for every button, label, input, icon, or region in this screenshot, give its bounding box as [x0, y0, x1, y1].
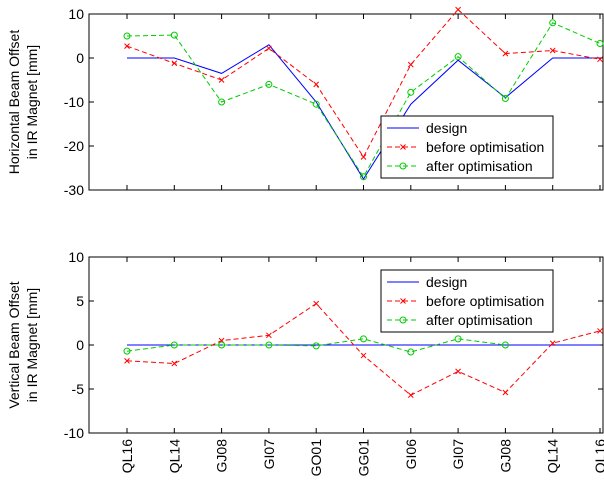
legend-marker	[400, 298, 406, 304]
data-point	[313, 81, 320, 88]
data-point	[549, 19, 557, 27]
data-point	[312, 100, 320, 108]
y-tick-label: 5	[76, 293, 84, 309]
data-point	[312, 342, 320, 350]
data-point	[454, 53, 462, 61]
series-3	[123, 19, 604, 181]
legend-marker	[400, 144, 406, 150]
legend: design before optimisation after optimisat…	[380, 269, 554, 333]
data-point	[170, 341, 178, 349]
y-tick-label: -30	[64, 182, 84, 198]
data-point	[265, 80, 273, 88]
legend: design before optimisation after optimisat…	[380, 115, 554, 179]
y-axis-label: Vertical Beam Offset	[6, 281, 22, 408]
data-point	[171, 60, 178, 67]
data-point	[123, 32, 131, 40]
legend-label: before optimisation	[426, 139, 544, 155]
data-point	[597, 328, 603, 334]
series-2	[124, 6, 603, 160]
data-point	[218, 341, 226, 349]
data-point	[124, 43, 130, 49]
legend-label: after optimisation	[426, 312, 533, 328]
data-point	[407, 61, 414, 68]
legend-box	[380, 115, 554, 179]
y-axis-label: in IR Magnet [mm]	[24, 288, 40, 402]
data-point	[171, 360, 178, 367]
x-tick-label: GI07	[261, 439, 277, 470]
y-axis-label: Horizontal Beam Offset	[6, 30, 22, 175]
y-tick-label: 10	[68, 6, 84, 22]
x-tick-label: QL16	[592, 439, 604, 473]
data-point	[454, 335, 462, 343]
x-tick-label: QL14	[166, 439, 182, 473]
series-line	[127, 44, 600, 180]
legend-marker	[399, 162, 407, 170]
data-point	[407, 348, 415, 356]
y-tick-label: -10	[64, 94, 84, 110]
data-point	[596, 39, 604, 47]
y-tick-label: -10	[64, 425, 84, 441]
legend-label: design	[426, 274, 467, 290]
series-1	[127, 44, 600, 180]
data-point	[266, 332, 272, 339]
x-tick-label: GG01	[356, 439, 372, 477]
data-point	[455, 6, 461, 13]
x-tick-label: QL14	[545, 439, 561, 473]
chart-panel-1: -30 -20 -10 0 10 Horizontal Beam Offset in IR …	[6, 6, 604, 198]
y-tick-label: -5	[72, 381, 85, 397]
data-point	[407, 392, 414, 399]
chart-panel-2: -10 -5 0 5 10 QL16 QL14 GJ08 GI07 GO01 GG01 GI06 GI0…	[6, 249, 604, 476]
legend-label: before optimisation	[426, 293, 544, 309]
data-point	[360, 173, 367, 181]
x-tick-label: GI06	[403, 439, 419, 470]
series-2	[124, 300, 603, 399]
data-point	[597, 56, 603, 63]
data-point	[218, 77, 225, 83]
y-tick-label: 0	[76, 50, 84, 66]
y-tick-label: 0	[76, 337, 84, 353]
data-point	[549, 340, 556, 347]
data-point	[218, 98, 226, 106]
x-tick-label: GO01	[308, 439, 324, 477]
data-point	[360, 154, 367, 160]
data-point	[407, 88, 415, 96]
y-axis-label: in IR Magnet [mm]	[24, 45, 40, 159]
data-point	[170, 31, 178, 39]
x-tick-label: GJ08	[497, 439, 513, 473]
data-point	[502, 389, 509, 396]
x-tick-label: QL16	[119, 439, 135, 473]
data-point	[313, 300, 320, 307]
data-point	[502, 50, 509, 57]
legend-label: design	[426, 120, 467, 136]
data-point	[501, 341, 509, 349]
x-tick-label: GJ08	[214, 439, 230, 473]
data-point	[124, 357, 130, 364]
data-point	[549, 47, 556, 54]
data-point	[265, 341, 273, 349]
data-point	[501, 94, 509, 102]
legend-label: after optimisation	[426, 158, 533, 174]
data-point	[266, 45, 272, 52]
data-point	[360, 335, 367, 343]
legend-box	[380, 269, 554, 333]
legend-marker	[399, 316, 407, 324]
x-tick-label: GI07	[450, 439, 466, 470]
data-point	[455, 368, 461, 375]
series-line	[126, 8, 601, 158]
y-tick-label: -20	[64, 138, 84, 154]
data-point	[360, 352, 367, 359]
data-point	[123, 347, 131, 355]
y-tick-label: 10	[68, 249, 84, 265]
series-3	[123, 335, 509, 356]
